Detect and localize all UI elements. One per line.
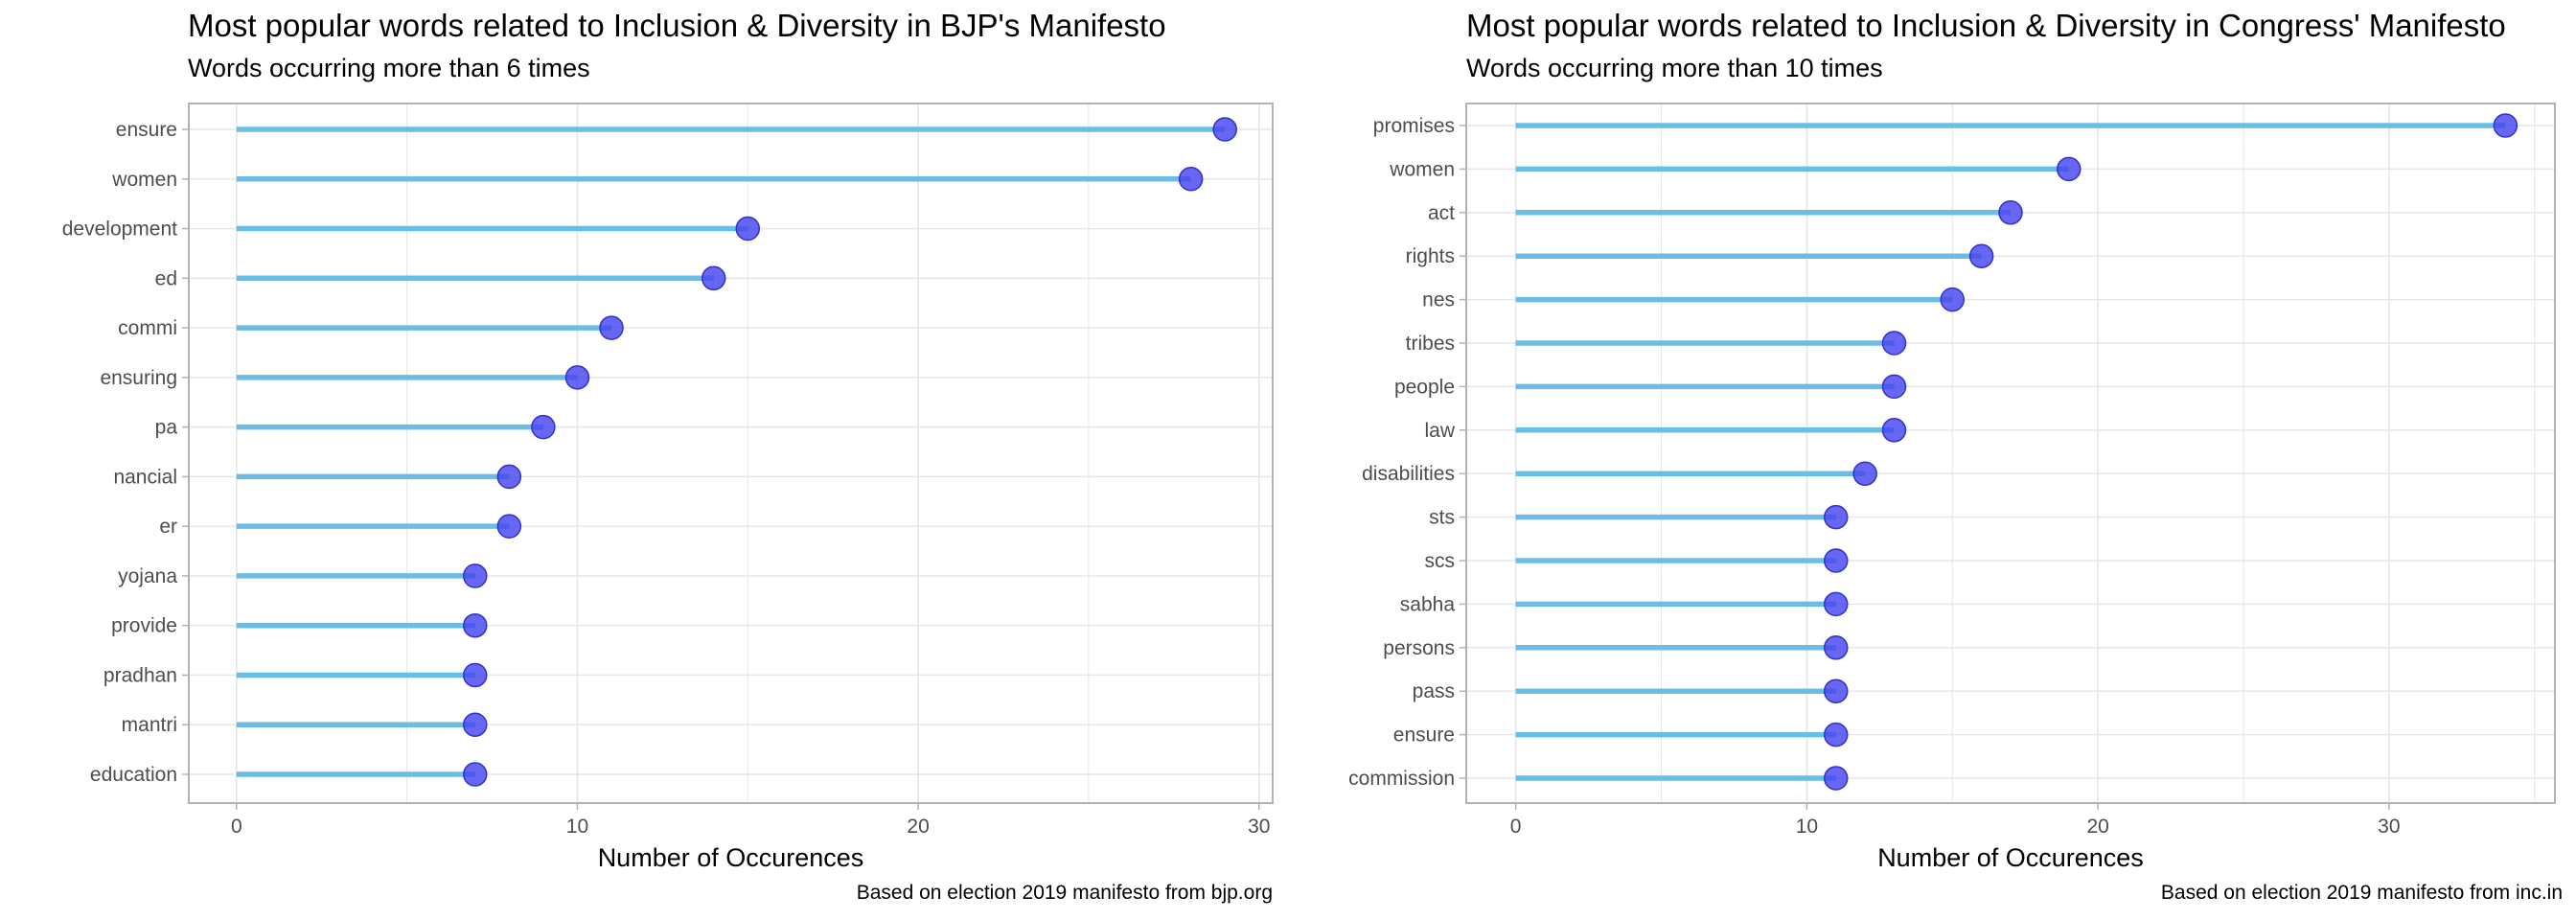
bjp-chart-panel: Most popular words related to Inclusion … <box>62 8 1274 904</box>
lollipop-point <box>1940 287 1966 312</box>
lollipop-point <box>1824 678 1849 703</box>
congress-lollipop-chart: promises women act rights nes tribes people law… <box>1348 103 2556 872</box>
y-tick-label: act <box>1428 202 1455 224</box>
lollipop-point <box>1998 200 2023 225</box>
chart-subtitle: Words occurring more than 10 times <box>1466 54 1883 82</box>
lollipop-point <box>735 216 761 242</box>
y-tick-label: law <box>1424 420 1455 442</box>
y-tick-label: pa <box>155 417 178 439</box>
lollipop-point <box>701 265 726 291</box>
y-tick-label: er <box>159 516 177 538</box>
x-tick-label: 30 <box>2378 816 2400 838</box>
y-tick-label: ensure <box>1393 724 1455 747</box>
lollipop-point <box>496 514 522 539</box>
y-tick-label: disabilities <box>1362 463 1455 485</box>
lollipop-point <box>1881 374 1907 400</box>
y-tick-label: sabha <box>1400 593 1456 615</box>
lollipop-point <box>463 612 488 638</box>
lollipop-point <box>1178 167 1204 192</box>
y-tick-label: commi <box>118 317 177 339</box>
y-tick-label: yojana <box>118 565 177 587</box>
x-tick-label: 30 <box>1248 816 1270 838</box>
x-axis-title: Number of Occurences <box>598 843 864 872</box>
chart-subtitle: Words occurring more than 6 times <box>188 54 590 82</box>
y-tick-label: nancial <box>113 466 177 488</box>
y-tick-label: sts <box>1429 507 1455 529</box>
y-tick-label: women <box>1389 158 1455 180</box>
lollipop-point <box>1881 331 1907 356</box>
y-tick-label: education <box>90 764 177 786</box>
y-tick-label: persons <box>1383 637 1455 659</box>
lollipop-point <box>1824 591 1849 617</box>
lollipop-point <box>2493 113 2518 138</box>
y-tick-label: development <box>62 218 177 241</box>
y-tick-label: tribes <box>1406 333 1455 355</box>
y-tick-label: rights <box>1406 245 1455 267</box>
lollipop-point <box>1852 461 1877 486</box>
y-tick-label: commission <box>1348 768 1455 790</box>
lollipop-point <box>564 365 590 390</box>
lollipop-point <box>1824 766 1849 791</box>
lollipop-point <box>463 712 488 737</box>
chart-title: Most popular words related to Inclusion … <box>1466 8 2506 43</box>
x-tick-label: 20 <box>907 816 929 838</box>
lollipop-point <box>1968 243 1994 268</box>
y-tick-label: people <box>1394 376 1455 398</box>
lollipop-point <box>496 464 522 490</box>
congress-chart-panel: Most popular words related to Inclusion … <box>1288 0 2576 920</box>
y-tick-label: women <box>111 169 177 191</box>
lollipop-point <box>463 762 488 787</box>
y-tick-label: mantri <box>122 714 177 736</box>
lollipop-point <box>1824 635 1849 660</box>
panel-border <box>188 103 1274 804</box>
lollipop-point <box>463 662 488 688</box>
panel-border <box>1465 103 2556 804</box>
chart-caption: Based on election 2019 manifesto from bj… <box>856 882 1273 904</box>
chart-title: Most popular words related to Inclusion … <box>188 8 1166 43</box>
y-tick-label: ensuring <box>100 367 177 389</box>
y-tick-label: scs <box>1425 550 1456 572</box>
lollipop-point <box>1824 504 1849 530</box>
y-tick-label: ensure <box>116 119 177 141</box>
lollipop-point <box>1881 418 1907 443</box>
x-tick-label: 0 <box>231 816 242 838</box>
chart-caption: Based on election 2019 manifesto from in… <box>2160 882 2563 904</box>
x-tick-label: 0 <box>1510 816 1522 838</box>
lollipop-point <box>531 414 556 440</box>
lollipop-point <box>1824 722 1849 748</box>
y-tick-label: promises <box>1373 115 1455 137</box>
y-tick-label: provide <box>111 615 177 637</box>
x-axis-title: Number of Occurences <box>1877 843 2144 872</box>
x-tick-label: 20 <box>2086 816 2108 838</box>
lollipop-point <box>463 564 488 588</box>
x-tick-label: 10 <box>566 816 588 838</box>
y-tick-label: nes <box>1422 289 1455 311</box>
y-tick-label: pradhan <box>104 664 177 686</box>
lollipop-point <box>1824 548 1849 573</box>
y-tick-label: ed <box>155 267 177 289</box>
x-tick-label: 10 <box>1796 816 1818 838</box>
lollipop-point <box>1212 117 1237 142</box>
bjp-lollipop-chart: ensure women development ed commi ensuring pa n… <box>62 103 1274 872</box>
y-tick-label: pass <box>1413 680 1455 702</box>
lollipop-point <box>599 315 624 340</box>
lollipop-point <box>2056 156 2082 182</box>
